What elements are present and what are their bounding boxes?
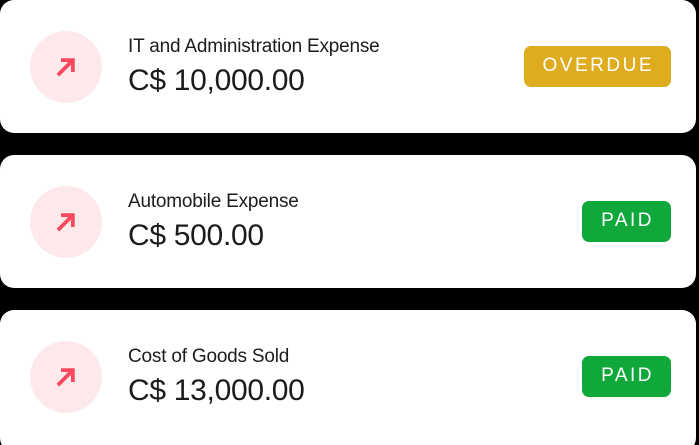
arrow-up-right-icon — [56, 367, 75, 386]
arrow-up-right-icon — [56, 57, 75, 76]
expense-title: IT and Administration Expense — [128, 36, 380, 58]
expense-title: Automobile Expense — [128, 191, 299, 213]
expense-info: Automobile Expense C$ 500.00 — [128, 191, 582, 252]
status-badge-paid: PAID — [582, 356, 671, 397]
expense-icon-circle — [30, 185, 102, 258]
expense-info: Cost of Goods Sold C$ 13,000.00 — [128, 346, 582, 407]
expense-info: IT and Administration Expense C$ 10,000.… — [128, 36, 524, 97]
expense-title: Cost of Goods Sold — [128, 346, 290, 368]
expense-icon-circle — [30, 30, 102, 103]
status-badge-overdue: OVERDUE — [523, 46, 671, 87]
expense-card-automobile[interactable]: Automobile Expense C$ 500.00 PAID — [0, 155, 696, 288]
expense-card-it-admin[interactable]: IT and Administration Expense C$ 10,000.… — [0, 0, 696, 133]
arrow-up-right-icon — [56, 212, 75, 231]
expense-amount: C$ 13,000.00 — [128, 373, 305, 407]
expense-icon-circle — [30, 340, 102, 413]
status-badge-paid: PAID — [582, 201, 671, 242]
expense-amount: C$ 10,000.00 — [128, 63, 305, 97]
expense-card-cogs[interactable]: Cost of Goods Sold C$ 13,000.00 PAID — [0, 310, 696, 445]
expense-amount: C$ 500.00 — [128, 218, 264, 252]
